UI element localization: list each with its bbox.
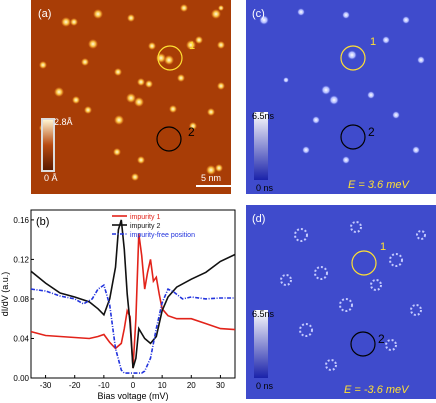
y-tick-label: 0.08: [13, 295, 29, 304]
colorbar-min-label: 0 ns: [256, 183, 274, 193]
panel-label: (c): [252, 8, 265, 20]
y-tick-label: 0.16: [13, 216, 29, 225]
legend-entry: impurity-free position: [130, 232, 195, 239]
colorbar-max-label: 6.5ns: [252, 111, 275, 121]
marker-label-2: 2: [378, 332, 385, 346]
energy-label: E = 3.6 meV: [348, 179, 409, 191]
x-tick-label: -30: [40, 381, 52, 390]
y-tick-label: 0.12: [13, 255, 29, 264]
marker-circle-2: [350, 331, 376, 357]
series-line-1: [30, 233, 236, 369]
conductance-colorbar: [254, 310, 268, 378]
map-features: [254, 221, 426, 378]
marker-circle-1: [340, 45, 366, 71]
marker-label-1: 1: [370, 36, 377, 48]
marker-label-1: 1: [189, 40, 196, 52]
marker-label-1: 1: [380, 241, 387, 253]
colorbar-min-label: 0 Å: [44, 173, 58, 183]
marker-circle-1: [157, 45, 183, 71]
conductance-map-positive: (c) 6.5ns 0 ns 1 2 E = 3.6 meV: [246, 0, 436, 194]
x-tick-label: 10: [158, 381, 167, 390]
topography-impurities: [39, 4, 231, 187]
x-tick-label: -20: [69, 381, 81, 390]
panel-label: (a): [38, 8, 52, 20]
energy-label: E = -3.6 meV: [344, 384, 409, 396]
x-tick-label: 0: [131, 381, 136, 390]
series-line-3: [30, 283, 235, 374]
map-features: [254, 8, 425, 180]
colorbar-max-label: 6.5ns: [252, 309, 275, 319]
marker-circle-2: [156, 126, 182, 152]
x-tick-label: -10: [98, 381, 110, 390]
y-axis-label: dI/dV (a.u.): [0, 272, 10, 317]
marker-label-2: 2: [188, 125, 195, 139]
colorbar-min-label: 0 ns: [256, 381, 274, 391]
topography-image: (a) 2.8Å 0 Å 1 2 5 nm: [31, 0, 231, 194]
marker-label-2: 2: [368, 125, 375, 139]
spectra-chart: -30 -20 -10 0 10 20 30 0.00 0.04 0.08 0.12 0.16 imp…: [0, 200, 240, 403]
legend-entry: impurity 2: [130, 223, 160, 230]
x-tick-label: 30: [216, 381, 225, 390]
marker-circle-2: [340, 124, 366, 150]
panel-label: (d): [252, 213, 266, 225]
y-tick-label: 0.00: [13, 374, 29, 383]
scale-bar-label: 5 nm: [201, 173, 222, 183]
x-tick-label: 20: [187, 381, 196, 390]
series-line-2: [30, 219, 236, 369]
marker-circle-1: [351, 250, 377, 276]
conductance-map-negative: (d) 6.5ns 0 ns 1 2 E = -3.6 meV: [246, 205, 436, 399]
y-tick-label: 0.04: [13, 334, 29, 343]
colorbar-max-label: 2.8Å: [54, 117, 73, 127]
legend-entry: impurity 1: [130, 214, 160, 221]
panel-label: (b): [36, 216, 49, 228]
spectra-chart-svg: -30 -20 -10 0 10 20 30 0.00 0.04 0.08 0.12 0.16 imp…: [0, 209, 236, 401]
conductance-colorbar: [254, 112, 268, 180]
x-axis-label: Bias voltage (mV): [97, 391, 168, 401]
